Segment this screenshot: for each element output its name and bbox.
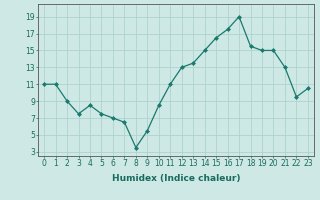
X-axis label: Humidex (Indice chaleur): Humidex (Indice chaleur) bbox=[112, 174, 240, 183]
